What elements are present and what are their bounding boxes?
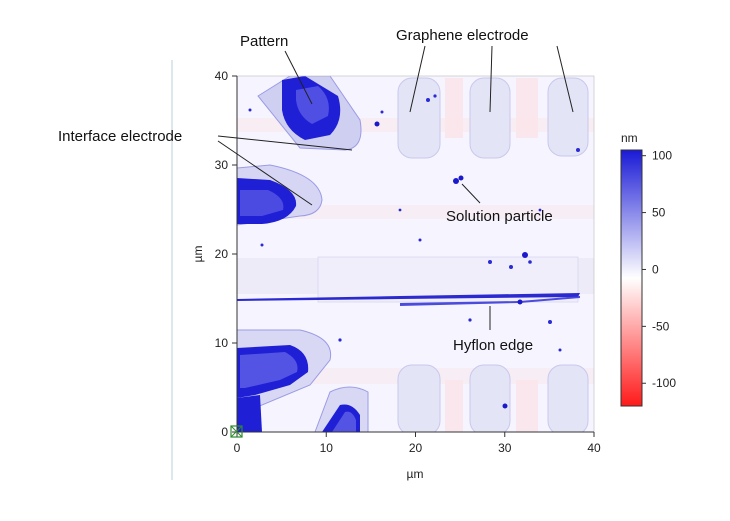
colorbar-tick-label: 50 xyxy=(652,206,666,220)
x-ticks: 0 10 20 30 40 xyxy=(234,432,601,455)
leader-solution-particle xyxy=(461,183,481,204)
annotation-hyflon-edge: Hyflon edge xyxy=(453,337,533,354)
x-tick-label: 0 xyxy=(234,441,241,455)
annotation-pattern: Pattern xyxy=(240,33,288,50)
origin-marker-icon xyxy=(230,425,243,438)
leader-graphene-1 xyxy=(409,45,426,113)
x-tick-label: 20 xyxy=(409,441,423,455)
y-axis-label: µm xyxy=(191,246,205,263)
colorbar: nm 100 50 0 -50 -100 xyxy=(620,131,676,407)
annotation-interface-electrode: Interface electrode xyxy=(58,128,182,145)
colorbar-tick-label: 100 xyxy=(652,149,672,163)
colorbar-unit: nm xyxy=(621,131,638,145)
leader-graphene-3 xyxy=(556,45,574,113)
y-tick-label: 10 xyxy=(215,336,229,350)
y-ticks: 0 10 20 30 40 xyxy=(215,69,237,439)
leader-graphene-2 xyxy=(489,45,493,113)
leader-interface-2 xyxy=(217,140,313,206)
afm-image xyxy=(237,76,594,432)
leader-pattern xyxy=(284,50,313,105)
annotations: Pattern Graphene electrode Interface ele… xyxy=(58,27,574,354)
x-tick-label: 30 xyxy=(498,441,512,455)
y-tick-label: 40 xyxy=(215,69,229,83)
y-tick-label: 0 xyxy=(221,425,228,439)
origin-marker-diag2 xyxy=(230,425,243,438)
colorbar-tick-label: -50 xyxy=(652,319,670,333)
colorbar-gradient xyxy=(620,149,643,407)
annotation-graphene-electrode: Graphene electrode xyxy=(396,27,529,44)
axes: 0 10 20 30 40 0 10 20 30 40 µm µm xyxy=(191,69,601,481)
x-tick-label: 40 xyxy=(587,441,601,455)
annotation-solution-particle: Solution particle xyxy=(446,208,553,225)
leader-interface-1 xyxy=(217,135,353,151)
colorbar-ticks: 100 50 0 -50 -100 xyxy=(642,149,676,390)
y-tick-label: 20 xyxy=(215,247,229,261)
x-tick-label: 10 xyxy=(320,441,334,455)
colorbar-tick-label: -100 xyxy=(652,376,676,390)
x-axis-label: µm xyxy=(407,467,424,481)
colorbar-tick-label: 0 xyxy=(652,262,659,276)
y-tick-label: 30 xyxy=(215,158,229,172)
